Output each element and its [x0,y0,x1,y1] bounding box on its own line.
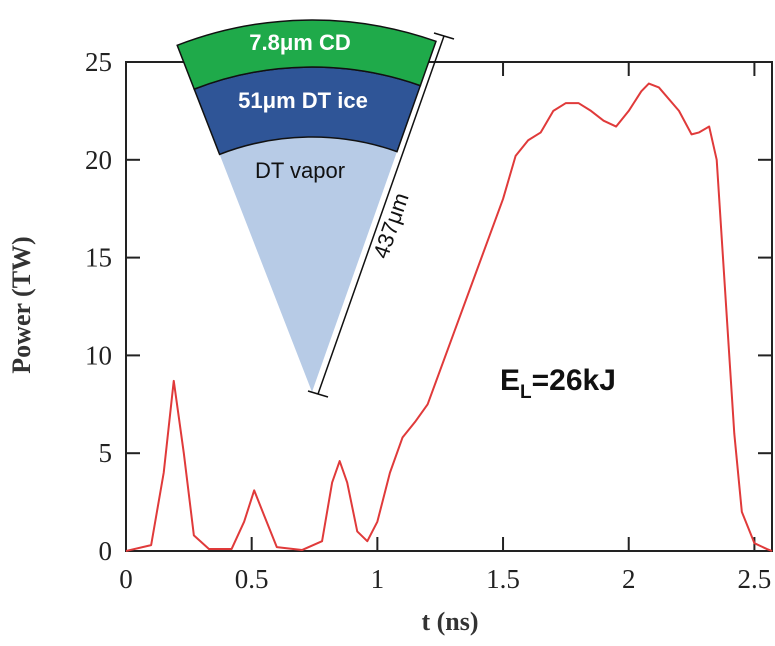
arrow-end [433,32,455,40]
annotation-part: =26kJ [532,364,616,397]
radius-arrow [317,35,445,395]
y-tick-label: 10 [85,340,112,370]
y-axis-label: Power (TW) [7,236,36,373]
plot-frame [125,61,773,552]
x-tick-label: 0.5 [235,564,269,594]
vapor-layer [219,137,397,392]
inset-label: 51μm DT ice [238,88,368,113]
inset-label: DT vapor [255,158,345,183]
y-tick-label: 25 [85,47,112,77]
x-axis-label: t (ns) [421,607,478,636]
x-tick-label: 2.5 [738,564,772,594]
cd-layer [176,19,437,91]
inset-label: 7.8μm CD [249,30,351,55]
y-tick-label: 0 [99,536,113,566]
x-tick-label: 1.5 [486,564,520,594]
annotation-part: L [520,382,532,403]
line-series [125,82,773,552]
y-tick-label: 15 [85,243,112,273]
y-tick-label: 5 [99,438,113,468]
annotation-part: E [500,364,520,397]
x-tick-label: 2 [622,564,636,594]
arrow-end [307,390,329,398]
y-tick-label: 20 [85,145,112,175]
annotation: EL=26kJ [500,364,616,403]
x-tick-label: 1 [371,564,385,594]
x-tick-label: 0 [119,564,133,594]
